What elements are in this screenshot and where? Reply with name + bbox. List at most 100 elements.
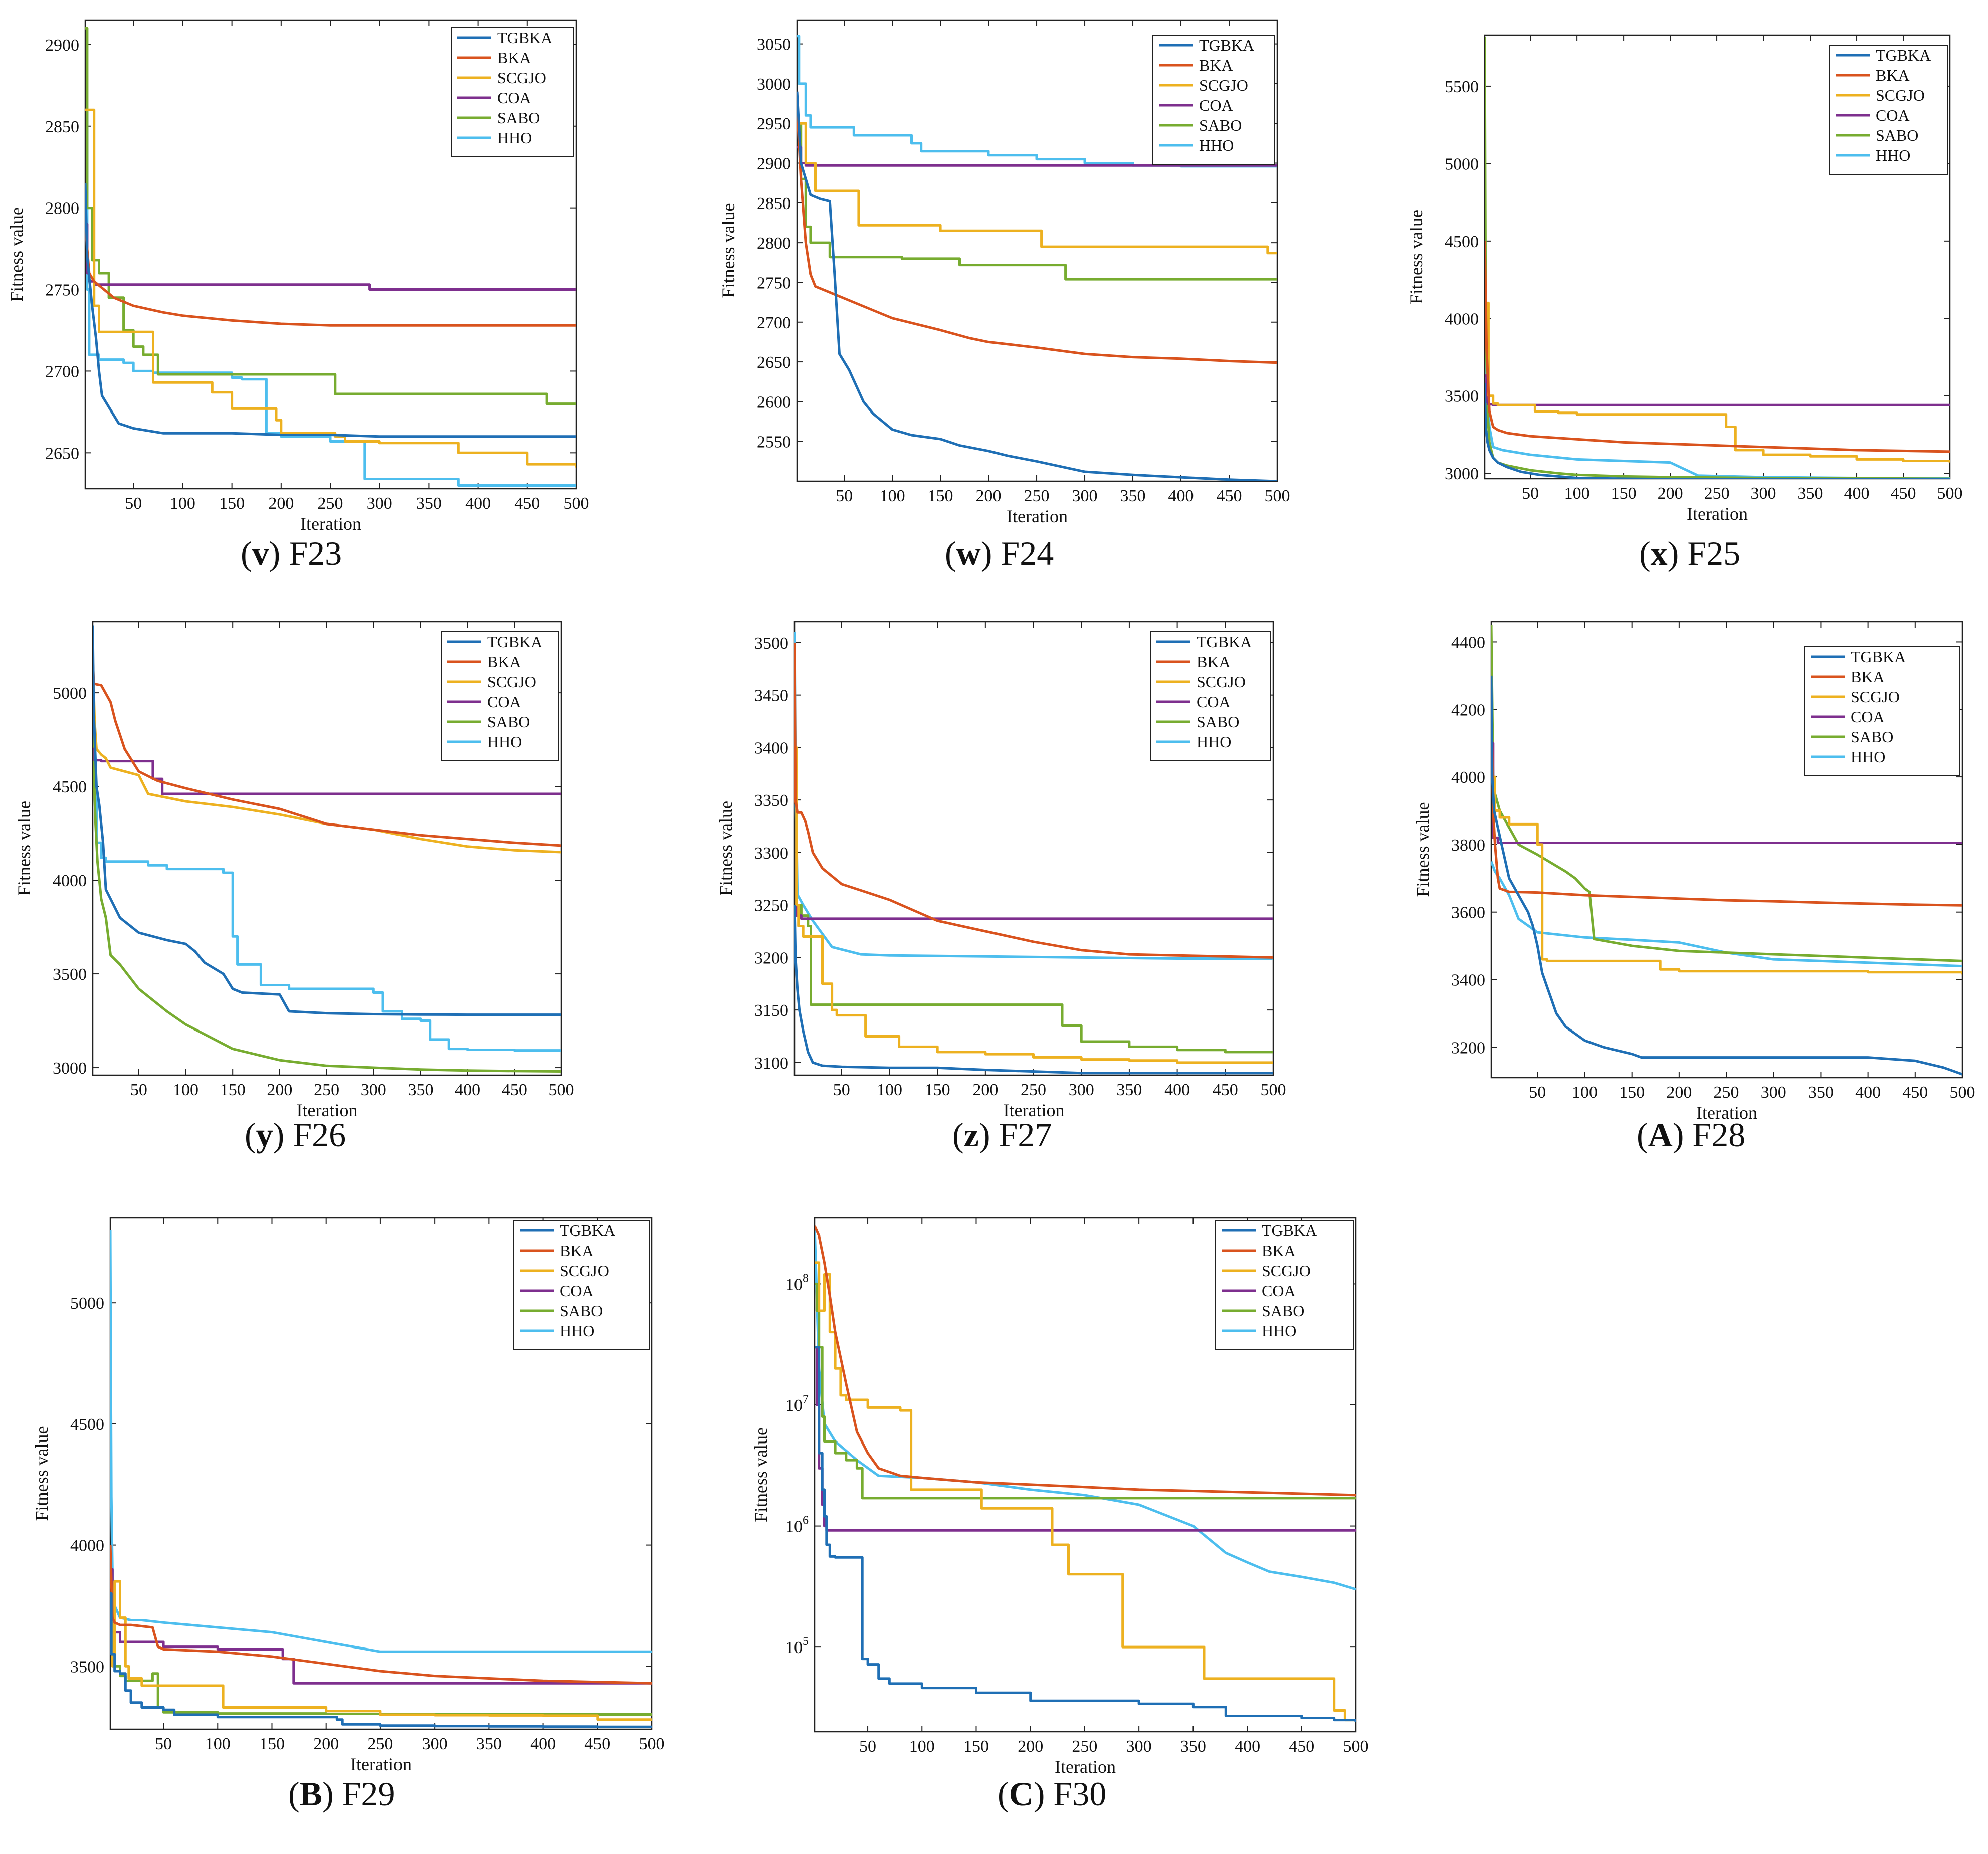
y-tick-label: 2700 <box>45 362 79 381</box>
series-line-bka <box>110 1545 652 1685</box>
series-line-bka <box>85 224 576 327</box>
panel-caption: (A) F28 <box>1637 1116 1746 1154</box>
y-tick-label: 2900 <box>757 155 791 173</box>
y-tick-label: 2650 <box>757 353 791 372</box>
x-tick-label: 250 <box>318 494 343 513</box>
y-tick-label: 4000 <box>1451 768 1485 787</box>
y-axis-label: Fitness value <box>1406 210 1426 304</box>
x-tick-label: 400 <box>1164 1081 1190 1099</box>
x-axis-label: Iteration <box>1687 504 1748 524</box>
x-tick-label: 50 <box>836 487 853 505</box>
y-tick-label: 5000 <box>70 1294 104 1313</box>
x-tick-label: 150 <box>1619 1083 1645 1102</box>
y-tick-label: 3100 <box>754 1054 788 1073</box>
panel-caption: (z) F27 <box>952 1116 1052 1154</box>
x-tick-label: 350 <box>408 1081 433 1099</box>
x-tick-label: 100 <box>909 1737 935 1756</box>
series-line-tgbka <box>1485 383 1950 479</box>
caption-function: F24 <box>1001 534 1054 572</box>
legend-label: BKA <box>1876 66 1910 84</box>
caption-function: F29 <box>342 1775 395 1813</box>
y-tick-label: 2600 <box>757 393 791 411</box>
x-tick-label: 250 <box>314 1081 339 1099</box>
legend-label: SABO <box>1262 1302 1304 1320</box>
y-tick-label: 5500 <box>1445 78 1479 96</box>
series-line-hho <box>1491 861 1962 968</box>
y-tick-label: 3250 <box>754 897 788 915</box>
series-line-tgbka <box>110 1592 652 1728</box>
y-tick-label: 2800 <box>757 234 791 253</box>
x-tick-label: 350 <box>1120 487 1146 505</box>
x-tick-label: 250 <box>1021 1081 1046 1099</box>
x-tick-label: 450 <box>1213 1081 1238 1099</box>
x-tick-label: 450 <box>584 1735 610 1753</box>
legend: TGBKA BKA SCGJO COA SABO HHO <box>1804 646 1960 776</box>
x-tick-label: 200 <box>1666 1083 1692 1102</box>
y-tick-label: 4400 <box>1451 633 1485 652</box>
x-tick-label: 200 <box>976 487 1002 505</box>
legend: TGBKA BKA SCGJO COA SABO HHO <box>513 1220 650 1350</box>
legend-label: SABO <box>497 109 540 127</box>
x-tick-label: 50 <box>1522 484 1539 503</box>
legend-box <box>1829 45 1948 175</box>
series-line-bka <box>1485 241 1950 453</box>
y-tick-label: 2850 <box>45 118 79 136</box>
y-axis-label: Fitness value <box>716 801 736 896</box>
legend-label: HHO <box>1262 1322 1296 1340</box>
y-tick-label: 106 <box>785 1514 809 1536</box>
series-line-bka <box>797 107 1277 364</box>
x-tick-label: 200 <box>1018 1737 1043 1756</box>
x-tick-label: 450 <box>1902 1083 1928 1102</box>
y-axis-label: Fitness value <box>14 801 34 896</box>
legend-label: TGBKA <box>1199 36 1254 54</box>
series-line-bka <box>794 642 1273 959</box>
x-tick-label: 150 <box>219 494 245 513</box>
x-tick-label: 500 <box>1343 1737 1369 1756</box>
y-tick-label: 2650 <box>45 444 79 463</box>
caption-function: F25 <box>1687 534 1741 572</box>
y-tick-label: 4500 <box>1445 233 1479 251</box>
legend-label: COA <box>560 1282 594 1300</box>
series-line-sabo <box>815 1282 1356 1500</box>
legend-label: SABO <box>1197 713 1239 731</box>
series-line-sabo <box>794 767 1273 1054</box>
series-line-scgjo <box>110 1580 652 1721</box>
x-tick-label: 50 <box>130 1081 147 1099</box>
x-tick-label: 50 <box>859 1737 876 1756</box>
y-tick-label: 2850 <box>757 194 791 213</box>
y-tick-label: 3000 <box>757 75 791 94</box>
x-tick-label: 500 <box>639 1735 665 1753</box>
x-tick-label: 50 <box>125 494 142 513</box>
y-tick-label: 3400 <box>754 739 788 757</box>
legend-label: SCGJO <box>1851 688 1900 706</box>
y-tick-label: 3500 <box>53 965 87 984</box>
x-tick-label: 500 <box>1265 487 1290 505</box>
legend-label: COA <box>497 89 531 107</box>
caption-letter: x <box>1650 534 1668 572</box>
x-tick-label: 350 <box>1116 1081 1142 1099</box>
x-tick-label: 400 <box>530 1735 556 1753</box>
y-tick-label: 3200 <box>754 949 788 967</box>
panel-caption: (B) F29 <box>288 1775 395 1813</box>
y-tick-label: 3500 <box>70 1658 104 1676</box>
legend-label: SCGJO <box>1199 76 1248 94</box>
x-tick-label: 100 <box>170 494 195 513</box>
x-tick-label: 250 <box>1714 1083 1739 1102</box>
chart-panel-w: 50 100 150 200 250 300 350 400 450 500 2550 2600 265… <box>718 19 1290 526</box>
series-line-sabo <box>85 27 576 405</box>
series-line-sabo <box>797 122 1277 281</box>
caption-letter: z <box>963 1116 979 1154</box>
legend-label: COA <box>1197 693 1231 711</box>
y-tick-label: 3150 <box>754 1001 788 1020</box>
series-line-tgbka <box>797 91 1277 481</box>
caption-function: F30 <box>1053 1775 1107 1813</box>
series-line-tgbka <box>794 905 1273 1075</box>
legend-label: SCGJO <box>1197 673 1246 691</box>
legend-box <box>441 631 559 761</box>
x-tick-label: 100 <box>880 487 905 505</box>
y-tick-label: 3500 <box>1445 387 1479 406</box>
x-tick-label: 500 <box>564 494 589 513</box>
series-line-bka <box>93 655 561 847</box>
y-tick-label: 2550 <box>757 433 791 452</box>
